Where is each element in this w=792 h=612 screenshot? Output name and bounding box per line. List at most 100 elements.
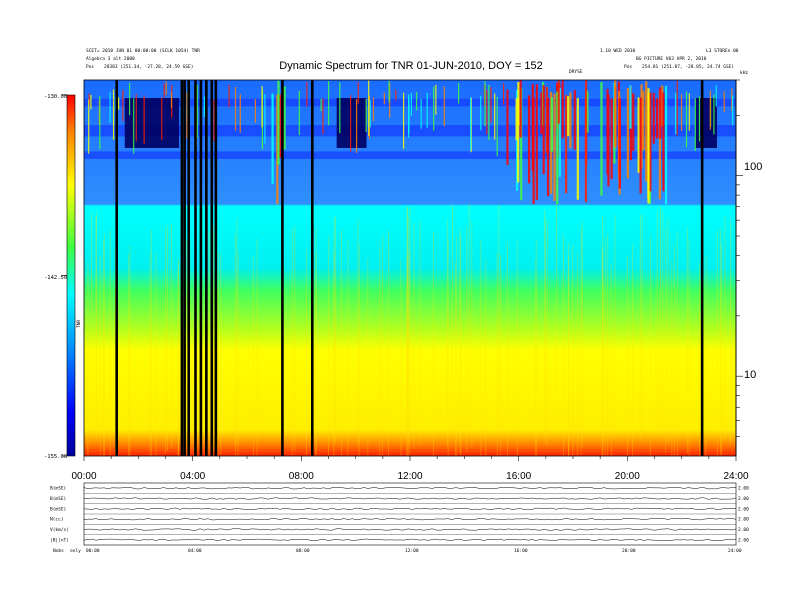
data-gap-1	[180, 80, 184, 456]
texture-fine	[91, 212, 92, 438]
texture-streak	[470, 97, 472, 151]
texture-fine	[516, 240, 518, 456]
texture-streak	[368, 96, 371, 140]
texture-fine	[315, 252, 317, 456]
texture-fine	[460, 234, 462, 456]
texture-fine	[328, 237, 329, 456]
texture-fine	[220, 253, 222, 456]
bottom-time-0: 00:00	[86, 548, 100, 554]
texture-fine	[381, 234, 383, 456]
texture-fine	[256, 239, 258, 456]
texture-fine	[720, 228, 721, 455]
bottom-row-2: B(mSE) 2.00	[50, 506, 749, 515]
texture-fine	[567, 255, 569, 456]
bottom-row-trace-0	[83, 487, 737, 490]
texture-fine	[213, 225, 214, 452]
bottom-row-5: |B|(nT) 2.00	[50, 537, 749, 543]
texture-streak	[573, 89, 576, 150]
texture-fine	[408, 249, 410, 456]
texture-streak	[618, 98, 621, 189]
texture-streak	[490, 87, 492, 123]
bottom-row-1: B(mSE) 2.00	[50, 496, 749, 504]
texture-streak	[494, 93, 496, 140]
texture-fine	[103, 239, 104, 456]
header-left-line1: SCET= 2010 JUN 01 00:00:00 (SCLK 1054) T…	[86, 48, 200, 54]
bottom-row-value-5: 2.00	[738, 537, 749, 543]
texture-streak	[277, 80, 280, 165]
bottom-time-1: 04:00	[188, 548, 202, 554]
texture-fine	[165, 228, 166, 454]
texture-streak	[90, 94, 92, 110]
data-gap-9	[281, 80, 284, 456]
event-marker-label: DRYSE	[569, 69, 583, 75]
texture-fine	[572, 244, 574, 456]
texture-fine	[627, 257, 628, 456]
texture-fine	[721, 243, 722, 456]
texture-streak	[506, 89, 509, 165]
texture-fine	[155, 253, 157, 456]
bottom-row-label-5: |B|(nT)	[50, 537, 69, 543]
header-right-line1: 1.10 WED 2010	[600, 48, 636, 54]
bottom-row-0: B(mSE) 2.00	[50, 486, 749, 494]
texture-streak	[143, 95, 145, 144]
texture-streak	[649, 92, 652, 192]
texture-fine	[95, 216, 97, 443]
texture-streak	[196, 84, 198, 138]
bottom-time-3: 12:00	[405, 548, 419, 554]
texture-streak	[715, 85, 717, 107]
data-gap-10	[311, 80, 314, 456]
data-gap-8	[214, 80, 218, 456]
texture-band	[84, 125, 736, 137]
texture-fine	[580, 228, 582, 455]
texture-streak	[652, 92, 655, 144]
texture-fine	[178, 258, 180, 456]
texture-fine	[507, 241, 509, 456]
x-tick-6: 24:00	[723, 471, 748, 482]
texture-fine	[730, 219, 732, 445]
texture-streak	[327, 81, 330, 126]
texture-fine	[104, 233, 105, 456]
data-gap-6	[205, 80, 208, 456]
texture-streak	[239, 94, 241, 133]
bottom-row-value-1: 2.00	[738, 496, 749, 502]
texture-streak	[557, 80, 560, 124]
bottom-row-label-3: N(cc)	[50, 517, 64, 523]
bottom-time-4: 16:00	[514, 548, 528, 554]
texture-fine	[406, 206, 408, 432]
bottom-row-label-4: V(km/s)	[50, 527, 69, 533]
texture-fine	[367, 258, 369, 456]
texture-fine	[129, 245, 131, 456]
texture-fine	[335, 216, 336, 443]
texture-streak	[109, 92, 111, 123]
texture-fine	[252, 256, 254, 456]
texture-streak	[408, 94, 410, 138]
texture-fine	[705, 255, 707, 456]
data-gap-11	[700, 80, 704, 456]
texture-streak	[435, 84, 437, 115]
texture-fine	[99, 255, 101, 456]
texture-fine	[676, 231, 678, 456]
header-right-line1b: L3 STOREn 00	[706, 48, 739, 54]
bottom-row-trace-1	[83, 497, 737, 500]
texture-streak	[723, 91, 725, 113]
texture-streak	[713, 94, 715, 135]
texture-streak	[322, 98, 324, 135]
bottom-row-label-1: B(mSE)	[50, 496, 66, 502]
texture-streak	[480, 95, 482, 131]
texture-fine	[577, 253, 578, 456]
texture-fine	[149, 251, 151, 456]
bottom-panel: B(mSE) 2.00B(mSE) 2.00B(mSE) 2.00N(cc) 2.00V…	[50, 482, 749, 554]
header-right-line2: BG PICTURE V03 APR 2, 2010	[636, 56, 707, 62]
texture-streak	[626, 88, 629, 179]
texture-fine	[208, 230, 210, 456]
texture-fine	[87, 262, 89, 456]
texture-fine	[610, 263, 612, 456]
texture-streak	[133, 98, 135, 154]
x-tick-1: 04:00	[180, 471, 205, 482]
texture-fine	[447, 239, 449, 456]
header-right-pos-value: 254.81 (251.87, -28.85, 24.74 GSE)	[642, 64, 734, 70]
texture-streak	[680, 94, 683, 132]
texture-fine	[341, 229, 343, 456]
texture-streak	[586, 92, 589, 133]
bottom-row-trace-3	[83, 518, 737, 521]
